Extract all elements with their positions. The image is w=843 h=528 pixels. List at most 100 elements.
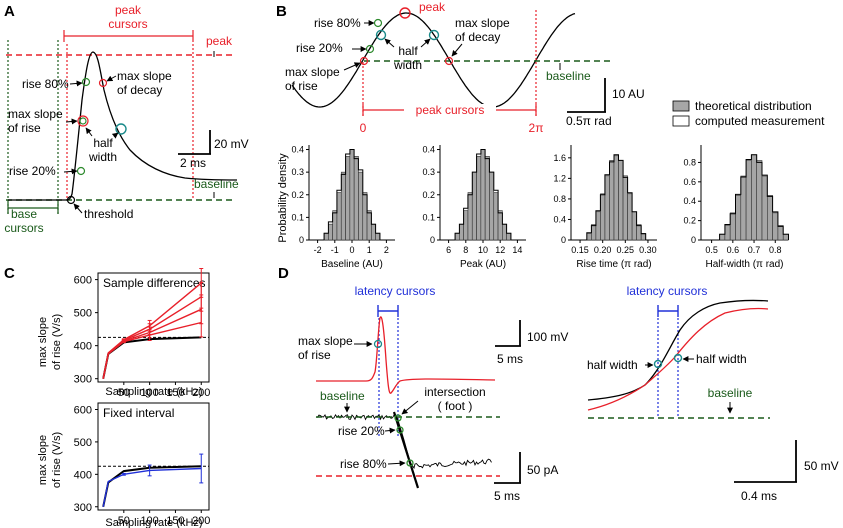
marker-threshold	[66, 195, 76, 205]
c-x-tick-label: 150	[166, 387, 184, 399]
rise80-label: rise 80%	[22, 77, 69, 91]
hist-bar-theoretical	[353, 156, 359, 241]
hist-y-tick-label: 0.4	[291, 145, 304, 155]
c-x-tick-label: 150	[166, 515, 184, 527]
marker-max-slope-decay	[98, 78, 108, 88]
c-y-tick-label: 300	[74, 374, 92, 386]
hist-x-tick-label: 0.8	[769, 245, 782, 255]
d-ap-trace	[316, 316, 496, 394]
b-marker-half-width-right	[428, 29, 440, 41]
hist-bar-theoretical	[751, 154, 758, 241]
hist-xlabel: Rise time (π rad)	[576, 259, 651, 270]
c-series-black	[102, 465, 202, 508]
max-slope-rise-label: max slope of rise	[8, 107, 63, 135]
hist-bar-theoretical	[366, 210, 372, 241]
d-rise80-label: rise 80%	[340, 457, 387, 471]
hist-y-tick-label: 0.4	[683, 196, 696, 206]
b-marker-half-width-left	[375, 29, 387, 41]
b-rise20-label: rise 20%	[296, 41, 343, 55]
hist-bar-theoretical	[345, 156, 351, 241]
marker-rise80	[81, 77, 91, 87]
b-marker-max-slope-rise	[359, 56, 369, 66]
d-intersection-label: intersection( foot )	[424, 385, 485, 413]
marker-half-width	[115, 123, 127, 135]
hist-ylabel: Probability density	[277, 153, 289, 243]
panel-c-letter: C	[4, 265, 15, 282]
panel-a-letter: A	[4, 3, 15, 20]
arrow	[65, 118, 78, 125]
hist-outline-computed	[454, 149, 512, 240]
hist-x-tick-label: 0.20	[594, 245, 612, 255]
legend-swatch-computed	[672, 115, 690, 127]
d-marker-max-slope	[373, 339, 383, 349]
hist-bar-theoretical	[613, 155, 619, 241]
hist-y-tick-label: 0	[299, 235, 304, 245]
hist-bar-theoretical	[586, 233, 592, 241]
hist-bar-theoretical	[463, 210, 469, 241]
hist-x-tick-label: 0.30	[639, 245, 657, 255]
hist-xlabel: Peak (AU)	[460, 259, 506, 270]
hist-outline-computed	[323, 149, 381, 240]
hist-x-tick-label: 12	[495, 245, 505, 255]
hist-x-tick-label: 2	[384, 245, 389, 255]
slope-plots: Sample differences 300 400 500 600 50 100 150 20…	[74, 268, 210, 527]
d-scale-50mv: 50 mV	[804, 459, 839, 473]
arrow	[106, 75, 117, 82]
panel-d-letter: D	[278, 265, 289, 282]
hist-bar-theoretical	[471, 171, 477, 241]
hist-y-tick-label: 0.3	[291, 167, 304, 177]
b-marker-peak	[399, 7, 411, 19]
hist-bar-theoretical	[622, 175, 628, 241]
d-half-width-label-right: half width	[696, 352, 747, 366]
d-scale-5ms-b: 5 ms	[494, 489, 520, 503]
hist-bar-theoretical	[761, 175, 768, 241]
hist-bar-theoretical	[729, 212, 736, 241]
d-scale-100mv: 100 mV	[527, 330, 568, 344]
hist-bar-theoretical	[745, 160, 752, 241]
d-marker-half-width-red	[653, 359, 663, 369]
hist-bar-theoretical	[323, 232, 329, 241]
hist-y-tick-label: 0.2	[291, 190, 304, 200]
arrow	[73, 203, 83, 214]
hist-y-tick-label: 0.4	[422, 145, 435, 155]
hist-y-tick-label: 0.8	[683, 157, 696, 167]
hist-bar-theoretical	[640, 233, 646, 241]
d-right-black-trace	[587, 299, 769, 401]
hist-x-tick-label: -1	[331, 245, 339, 255]
base-cursors-label: base cursors	[4, 207, 43, 235]
hist-x-tick-label: 8	[463, 245, 468, 255]
hist-bar-theoretical	[618, 160, 624, 241]
d-latency-cursors-label-right: latency cursors	[627, 284, 708, 298]
b-marker-max-slope-decay	[444, 56, 454, 66]
peak-label: peak	[206, 34, 233, 48]
c-y-tick-label: 500	[74, 308, 92, 320]
arrow	[384, 38, 395, 48]
hist-bar-theoretical	[371, 223, 376, 241]
hist-outline-computed	[586, 154, 647, 240]
hist-x-tick-label: 14	[512, 245, 522, 255]
b-rise80-label: rise 80%	[314, 16, 361, 30]
b-max-slope-rise-label: max slope of rise	[285, 65, 340, 93]
hist-bar-theoretical	[349, 149, 355, 241]
hist-bar-theoretical	[332, 210, 338, 241]
scale-ms: 2 ms	[180, 156, 206, 170]
c-y-tick-label: 400	[74, 341, 92, 353]
marker-max-slope-rise-inner	[79, 117, 87, 125]
d-max-slope-rise-label: max slope of rise	[298, 334, 353, 362]
hist-y-tick-label: 0	[691, 235, 696, 245]
d-latency-cursors-label-left: latency cursors	[355, 284, 436, 298]
hist-y-tick-label: 0	[561, 235, 566, 245]
c-ylabel-top: max slope of rise (V/s)	[37, 314, 63, 370]
hist-bar-theoretical	[772, 212, 779, 241]
hist-bar-theoretical	[493, 192, 499, 241]
arrow	[384, 427, 396, 434]
marker-rise20	[76, 166, 86, 176]
arrow	[85, 127, 93, 137]
hist-y-tick-label: 0.3	[422, 167, 435, 177]
hist-bar-theoretical	[756, 160, 763, 241]
hist-outline-computed	[719, 154, 789, 240]
half-width-label: half width	[88, 136, 117, 164]
b-baseline-label: baseline	[546, 69, 591, 83]
arrow	[69, 80, 83, 87]
